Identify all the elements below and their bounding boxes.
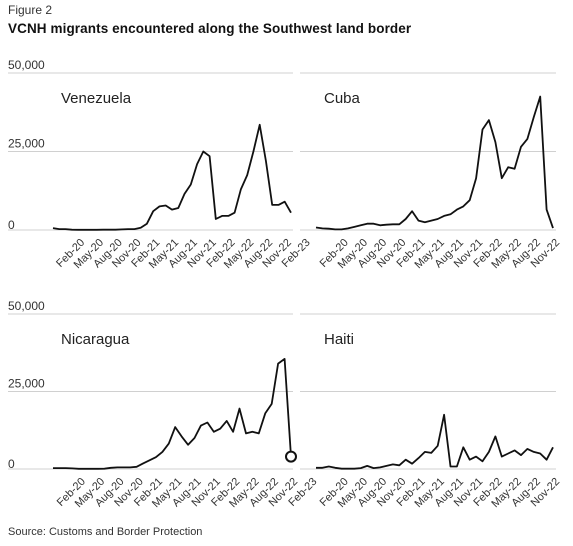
nicaragua-panel-title: Nicaragua	[61, 331, 130, 348]
nicaragua-end-marker	[285, 450, 297, 463]
figure-title: VCNH migrants encountered along the Sout…	[8, 21, 412, 36]
figure-label: Figure 2	[8, 3, 53, 17]
nicaragua-series-line	[53, 358, 292, 470]
venezuela-panel-title: Venezuela	[61, 90, 132, 107]
venezuela-series-line	[52, 123, 292, 231]
nicaragua-ytick-label: 0	[8, 457, 15, 471]
venezuela-ytick-label: 50,000	[8, 58, 45, 72]
source-note: Source: Customs and Border Protection	[8, 526, 203, 538]
haiti-series-line	[316, 413, 554, 470]
haiti-panel-title: Haiti	[324, 331, 354, 348]
nicaragua-ytick-label: 50,000	[8, 299, 45, 313]
nicaragua-ytick-label: 25,000	[8, 377, 45, 391]
venezuela-ytick-label: 25,000	[8, 137, 45, 151]
venezuela-ytick-label: 0	[8, 218, 15, 232]
cuba-panel-title: Cuba	[324, 90, 361, 107]
cuba-series-line	[315, 95, 554, 231]
